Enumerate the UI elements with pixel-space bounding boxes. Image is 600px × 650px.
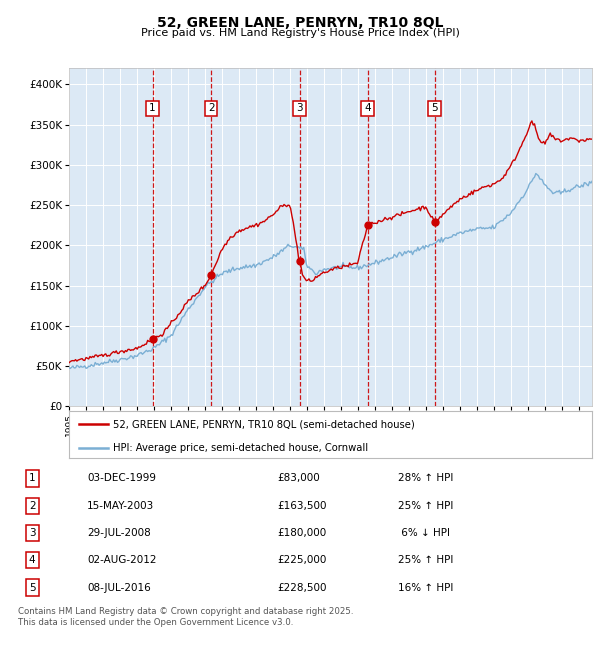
Text: 52, GREEN LANE, PENRYN, TR10 8QL: 52, GREEN LANE, PENRYN, TR10 8QL xyxy=(157,16,443,31)
Text: 3: 3 xyxy=(29,528,35,538)
Text: £180,000: £180,000 xyxy=(277,528,326,538)
Text: 1: 1 xyxy=(149,103,156,114)
Text: 29-JUL-2008: 29-JUL-2008 xyxy=(87,528,151,538)
Text: £83,000: £83,000 xyxy=(277,473,320,484)
Text: 4: 4 xyxy=(364,103,371,114)
Text: 02-AUG-2012: 02-AUG-2012 xyxy=(87,555,157,566)
Text: 3: 3 xyxy=(296,103,303,114)
Text: 4: 4 xyxy=(29,555,35,566)
Text: 6% ↓ HPI: 6% ↓ HPI xyxy=(398,528,450,538)
Text: 52, GREEN LANE, PENRYN, TR10 8QL (semi-detached house): 52, GREEN LANE, PENRYN, TR10 8QL (semi-d… xyxy=(113,419,415,429)
Text: 15-MAY-2003: 15-MAY-2003 xyxy=(87,500,154,511)
Text: Price paid vs. HM Land Registry's House Price Index (HPI): Price paid vs. HM Land Registry's House … xyxy=(140,28,460,38)
Text: 03-DEC-1999: 03-DEC-1999 xyxy=(87,473,156,484)
Text: 5: 5 xyxy=(29,582,35,593)
Text: 16% ↑ HPI: 16% ↑ HPI xyxy=(398,582,453,593)
Text: 08-JUL-2016: 08-JUL-2016 xyxy=(87,582,151,593)
Text: 5: 5 xyxy=(431,103,438,114)
Text: 25% ↑ HPI: 25% ↑ HPI xyxy=(398,555,453,566)
Text: £163,500: £163,500 xyxy=(277,500,326,511)
Text: Contains HM Land Registry data © Crown copyright and database right 2025.
This d: Contains HM Land Registry data © Crown c… xyxy=(18,606,353,627)
Text: 28% ↑ HPI: 28% ↑ HPI xyxy=(398,473,453,484)
Text: 1: 1 xyxy=(29,473,35,484)
Text: 2: 2 xyxy=(29,500,35,511)
Text: 25% ↑ HPI: 25% ↑ HPI xyxy=(398,500,453,511)
Text: 2: 2 xyxy=(208,103,214,114)
Text: HPI: Average price, semi-detached house, Cornwall: HPI: Average price, semi-detached house,… xyxy=(113,443,368,453)
Text: £228,500: £228,500 xyxy=(277,582,326,593)
Text: £225,000: £225,000 xyxy=(277,555,326,566)
